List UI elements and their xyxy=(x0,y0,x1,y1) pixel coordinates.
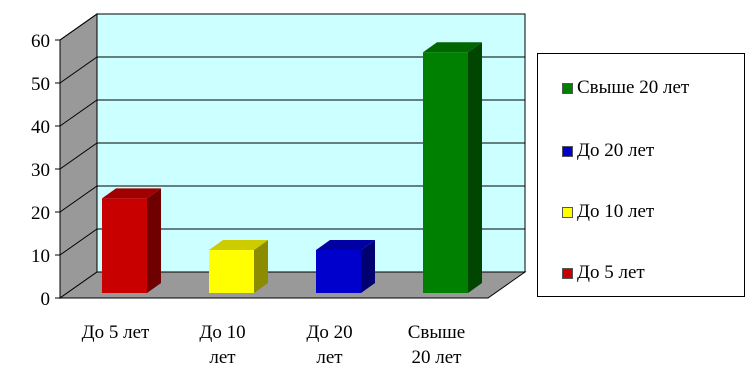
bar-top xyxy=(423,42,482,53)
legend-label: До 10 лет xyxy=(577,201,655,222)
bar-front xyxy=(316,250,361,293)
legend-item-up-to-10: До 10 лет xyxy=(562,201,655,222)
gridlines xyxy=(59,13,525,256)
x-tick-labels: До 5 лет До 10 лет До 20 лет Свыше 20 лет xyxy=(82,322,466,368)
gridline xyxy=(59,13,525,41)
bar-top xyxy=(209,240,268,250)
x-tick-label: Свыше 20 лет xyxy=(408,322,465,368)
legend-swatch xyxy=(562,145,573,157)
legend-item-up-to-5: До 5 лет xyxy=(562,262,645,283)
legend-swatch xyxy=(562,267,573,279)
legend-label: До 20 лет xyxy=(577,140,655,161)
legend: Свыше 20 лет До 20 лет До 10 лет До 5 ле… xyxy=(537,53,745,297)
y-tick-label: 30 xyxy=(31,160,50,181)
bar-1 xyxy=(102,188,161,293)
legend-swatch xyxy=(562,206,573,218)
bar-front xyxy=(102,198,147,293)
gridline xyxy=(59,142,525,170)
gridline xyxy=(59,185,525,213)
y-tick-label: 20 xyxy=(31,203,50,224)
legend-item-up-to-20: До 20 лет xyxy=(562,140,655,161)
legend-swatch xyxy=(562,82,573,94)
bar-4 xyxy=(423,42,482,294)
axes xyxy=(55,39,61,299)
y-tick-label: 40 xyxy=(31,117,50,138)
bar-side xyxy=(361,240,375,293)
gridline xyxy=(59,228,525,256)
y-tick-label: 10 xyxy=(31,246,50,267)
x-tick-label: До 5 лет xyxy=(82,322,150,343)
gridline xyxy=(59,56,525,84)
bar-side xyxy=(468,42,482,294)
bar-front xyxy=(423,52,468,294)
gridline xyxy=(59,99,525,127)
x-tick-label: До 20 лет xyxy=(306,322,352,368)
bar-side xyxy=(254,240,268,293)
bar-front xyxy=(209,250,254,293)
y-tick-labels: 0 10 20 30 40 50 60 xyxy=(31,31,50,310)
bar-3 xyxy=(316,240,375,293)
bar-top xyxy=(102,188,161,199)
y-tick-label: 50 xyxy=(31,74,50,95)
legend-label: Свыше 20 лет xyxy=(577,77,690,98)
legend-item-over-20: Свыше 20 лет xyxy=(562,77,690,98)
legend-label: До 5 лет xyxy=(577,262,645,283)
bar-top xyxy=(316,240,375,250)
y-tick-label: 0 xyxy=(41,289,51,310)
floor xyxy=(58,271,527,299)
x-tick-label: До 10 лет xyxy=(199,322,245,368)
bars xyxy=(102,42,482,294)
y-tick-label: 60 xyxy=(31,31,50,52)
bar-side xyxy=(147,188,161,293)
bar-2 xyxy=(209,240,268,293)
